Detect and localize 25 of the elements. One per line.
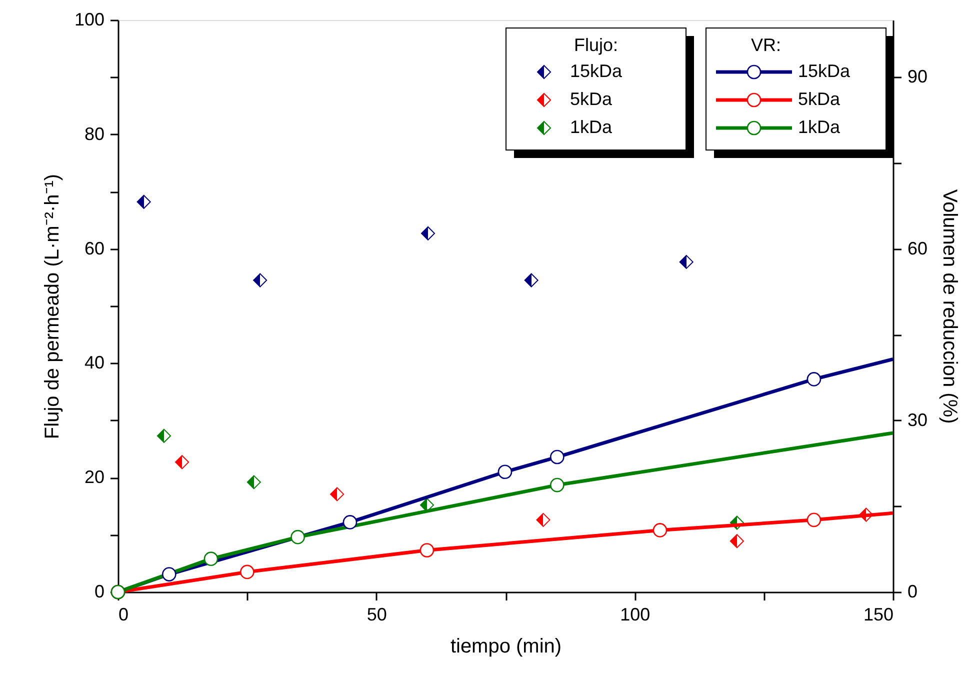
y-tick-label: 100 xyxy=(74,10,104,30)
y-tick-label: 0 xyxy=(94,582,104,602)
y-tick-label: 40 xyxy=(84,352,104,373)
y2-tick-label: 60 xyxy=(908,238,928,258)
legend-label: 5kDa xyxy=(570,89,614,109)
text: VR: xyxy=(750,35,782,55)
x-tick-label: 100 xyxy=(620,604,650,624)
x-tick-label: 150 xyxy=(863,604,894,624)
y2-tick-label: 90 xyxy=(908,66,928,87)
y-tick-label: 80 xyxy=(84,124,104,144)
legend-label: 15kDa xyxy=(570,61,624,81)
y2-axis-title: Volumen de reduccion (%) xyxy=(938,189,961,424)
y2-tick-label: 30 xyxy=(908,410,928,430)
legend-label: 1kDa xyxy=(798,117,842,137)
y-axis-title: Flujo de permeado (L·m⁻²·h⁻¹) xyxy=(41,174,64,440)
x-axis-title: tiempo (min) xyxy=(450,636,562,658)
x-tick-label: 50 xyxy=(366,604,387,624)
y-tick-label: 60 xyxy=(84,238,104,258)
x-tick-label: 0 xyxy=(118,604,129,624)
legend-label: 1kDa xyxy=(570,117,614,137)
legend-label: 5kDa xyxy=(798,89,842,109)
y-tick-label: 20 xyxy=(84,467,104,488)
y2-tick-label: 0 xyxy=(908,582,918,602)
legend-label: 15kDa xyxy=(798,61,852,81)
text: Flujo: xyxy=(574,35,618,55)
